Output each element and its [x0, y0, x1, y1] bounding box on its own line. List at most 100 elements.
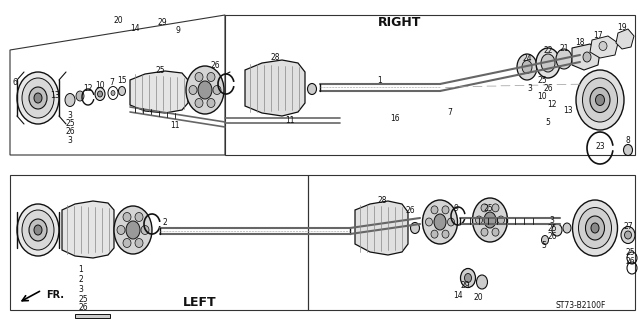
Text: 26: 26 [78, 303, 88, 313]
Text: 20: 20 [113, 15, 123, 25]
Ellipse shape [576, 70, 624, 130]
Text: 24: 24 [522, 53, 532, 62]
Text: 1: 1 [78, 266, 83, 275]
Text: LEFT: LEFT [183, 295, 217, 308]
Text: 19: 19 [617, 22, 627, 31]
Ellipse shape [579, 207, 611, 249]
Ellipse shape [123, 238, 131, 247]
Ellipse shape [97, 91, 102, 97]
Ellipse shape [114, 206, 152, 254]
Ellipse shape [556, 49, 572, 69]
Text: 3: 3 [68, 135, 72, 145]
Text: 2: 2 [78, 276, 83, 284]
Ellipse shape [492, 228, 499, 236]
Ellipse shape [434, 214, 446, 230]
Ellipse shape [563, 223, 571, 233]
Ellipse shape [195, 99, 203, 108]
Ellipse shape [590, 87, 610, 113]
Text: 26: 26 [65, 126, 75, 135]
Text: 26: 26 [543, 84, 553, 92]
Text: 16: 16 [390, 114, 400, 123]
Text: 3: 3 [527, 84, 532, 92]
Ellipse shape [65, 93, 75, 107]
Ellipse shape [599, 42, 607, 51]
Ellipse shape [582, 78, 618, 122]
Text: 18: 18 [575, 37, 585, 46]
Ellipse shape [536, 48, 560, 78]
Ellipse shape [541, 54, 555, 72]
Ellipse shape [126, 221, 140, 239]
Text: 3: 3 [550, 215, 554, 225]
Ellipse shape [517, 54, 537, 80]
Ellipse shape [186, 66, 224, 114]
Ellipse shape [17, 204, 59, 256]
Ellipse shape [135, 212, 143, 221]
Text: 11: 11 [170, 121, 180, 130]
Ellipse shape [22, 78, 54, 118]
Ellipse shape [583, 52, 591, 62]
Ellipse shape [595, 94, 605, 106]
Text: 12: 12 [83, 84, 93, 92]
Ellipse shape [213, 85, 221, 94]
Text: 21: 21 [559, 44, 569, 52]
Text: 1: 1 [378, 76, 382, 84]
Polygon shape [572, 44, 600, 70]
Text: 6: 6 [13, 77, 17, 86]
Ellipse shape [522, 60, 532, 74]
Text: 25: 25 [537, 76, 547, 84]
Ellipse shape [123, 212, 131, 221]
Text: 3: 3 [68, 110, 72, 119]
Polygon shape [245, 60, 305, 116]
Text: 25: 25 [78, 295, 88, 305]
Text: 7: 7 [447, 108, 452, 116]
Ellipse shape [476, 216, 483, 224]
Text: 28: 28 [270, 52, 280, 61]
Ellipse shape [22, 210, 54, 250]
Ellipse shape [442, 230, 449, 238]
Ellipse shape [497, 216, 504, 224]
Text: 29: 29 [157, 18, 167, 27]
Ellipse shape [481, 204, 488, 212]
Ellipse shape [195, 73, 203, 82]
Ellipse shape [621, 227, 635, 244]
Ellipse shape [472, 198, 508, 242]
Text: 25: 25 [483, 204, 493, 212]
Ellipse shape [442, 206, 449, 214]
Text: 2: 2 [163, 218, 168, 227]
Text: 7: 7 [109, 77, 115, 86]
Ellipse shape [29, 219, 47, 241]
Text: 25: 25 [547, 223, 557, 233]
Polygon shape [62, 201, 114, 258]
Ellipse shape [625, 231, 632, 239]
Text: 13: 13 [563, 106, 573, 115]
Text: 10: 10 [95, 81, 105, 90]
Ellipse shape [410, 222, 419, 234]
Text: 28: 28 [377, 196, 387, 204]
Text: FR.: FR. [46, 290, 64, 300]
Ellipse shape [477, 275, 488, 289]
Text: 17: 17 [593, 30, 603, 39]
Ellipse shape [591, 223, 599, 233]
Ellipse shape [431, 230, 438, 238]
Ellipse shape [117, 226, 125, 235]
Text: 26: 26 [625, 258, 635, 267]
Ellipse shape [135, 238, 143, 247]
Text: 27: 27 [623, 221, 633, 230]
Ellipse shape [422, 200, 458, 244]
Text: 5: 5 [541, 241, 547, 250]
Polygon shape [130, 71, 188, 113]
Ellipse shape [541, 236, 548, 244]
Ellipse shape [552, 224, 562, 236]
Ellipse shape [492, 204, 499, 212]
Ellipse shape [307, 84, 317, 94]
Ellipse shape [484, 212, 496, 228]
Text: 25: 25 [155, 66, 165, 75]
Text: 29: 29 [460, 282, 470, 291]
Text: RIGHT: RIGHT [378, 15, 422, 28]
Text: 26: 26 [547, 231, 557, 241]
Polygon shape [355, 201, 408, 255]
Ellipse shape [461, 268, 476, 287]
Ellipse shape [481, 228, 488, 236]
Text: 3: 3 [78, 285, 83, 294]
Polygon shape [616, 29, 634, 49]
